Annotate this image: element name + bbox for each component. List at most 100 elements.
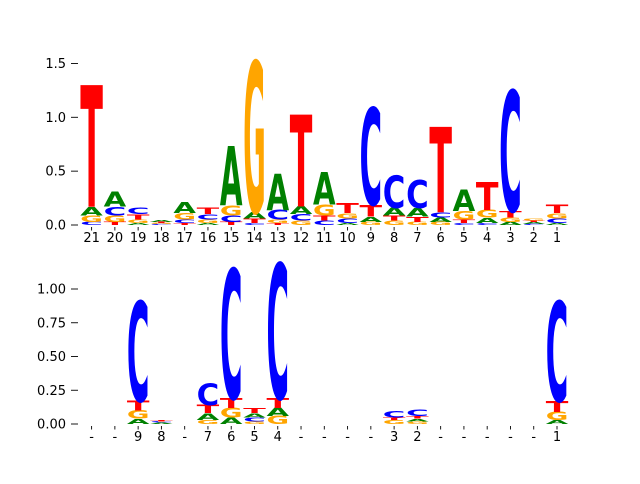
logo-letter-G: G — [197, 419, 220, 425]
logo-letter-G: G — [243, 21, 266, 261]
logo-letter-G: G — [383, 419, 406, 425]
y-tick-label: 1.0 — [45, 111, 66, 126]
logo-letter-A: A — [383, 206, 406, 218]
logo-letter-T: T — [313, 214, 336, 222]
logo-letter-G: G — [546, 410, 569, 423]
logo-letter-C: C — [266, 207, 289, 222]
logo-letter-T: T — [243, 407, 266, 415]
logo-letter-C: C — [336, 218, 359, 225]
logo-letter-A: A — [266, 406, 290, 419]
logo-letter-A: A — [522, 221, 546, 224]
logo-letter-A: A — [336, 222, 360, 225]
logo-letter-C: C — [499, 60, 522, 252]
logo-letter-T: T — [173, 222, 197, 225]
logo-letter-A: A — [243, 211, 266, 221]
logo-letter-A: A — [197, 412, 220, 422]
logo-letter-T: T — [336, 201, 359, 216]
x-tick-label: 7 — [413, 231, 421, 246]
x-tick-label: 8 — [157, 430, 165, 445]
logo-letter-A: A — [266, 163, 289, 222]
logo-letter-C: C — [383, 167, 406, 219]
logo-letter-G: G — [127, 219, 150, 224]
logo-letter-G: G — [104, 214, 127, 224]
logo-letter-T: T — [197, 207, 220, 217]
x-tick-label: - — [299, 430, 304, 445]
x-tick-label: 9 — [367, 231, 375, 246]
x-tick-label: 3 — [506, 231, 514, 246]
logo-letter-A: A — [453, 185, 476, 219]
logo-letter-A: A — [313, 164, 336, 216]
x-tick-label: 3 — [390, 430, 398, 445]
x-tick-label: 6 — [227, 430, 235, 445]
logo-letter-C: C — [429, 211, 452, 219]
logo-letter-C: C — [150, 224, 173, 226]
x-tick-label: 9 — [134, 430, 142, 445]
logo-letter-T: T — [546, 202, 570, 216]
logo-letter-A: A — [429, 217, 452, 224]
logo-letter-C: C — [243, 416, 266, 422]
logo-letter-G: G — [150, 223, 173, 225]
logo-letter-T: T — [290, 90, 313, 237]
x-tick-label: 5 — [250, 430, 258, 445]
x-tick-label: 1 — [553, 231, 561, 246]
logo-letter-G: G — [453, 209, 476, 223]
logo-letter-A: A — [127, 222, 151, 225]
x-tick-label: 21 — [83, 231, 100, 246]
x-tick-label: 19 — [130, 231, 147, 246]
logo-letter-A: A — [476, 216, 499, 224]
logo-letter-A: A — [150, 219, 174, 222]
logo-letter-C: C — [197, 213, 220, 221]
logo-letter-T: T — [266, 396, 289, 411]
logo-letter-G: G — [383, 220, 406, 227]
logo-letter-C: C — [127, 276, 150, 435]
logo-letter-G: G — [173, 212, 196, 222]
x-tick-label: 12 — [293, 231, 310, 246]
y-tick-label: 0.25 — [37, 384, 66, 399]
logo-letter-G: G — [522, 218, 545, 221]
logo-letter-G: G — [220, 203, 243, 218]
logo-letter-A: A — [220, 416, 243, 426]
x-tick-label: - — [531, 430, 536, 445]
logo-letter-T: T — [127, 399, 150, 414]
logo-letter-A: A — [499, 221, 522, 226]
logo-letter-G: G — [80, 214, 103, 224]
logo-letter-A: A — [360, 215, 383, 223]
logo-letter-T: T — [127, 213, 150, 221]
logo-letter-T: T — [150, 222, 174, 224]
logo-letter-A: A — [406, 418, 430, 422]
logo-letter-C: C — [406, 408, 429, 418]
logo-letter-C: C — [104, 204, 127, 218]
logo-letter-A: A — [127, 418, 150, 426]
logo-letter-G: G — [429, 221, 452, 226]
x-tick-label: 6 — [437, 231, 445, 246]
x-tick-label: 15 — [223, 231, 240, 246]
logo-letter-T: T — [476, 175, 499, 220]
x-tick-label: 2 — [413, 430, 421, 445]
y-tick-label: 0.00 — [37, 418, 66, 433]
logo-letter-G: G — [266, 219, 289, 224]
logo-letter-G: G — [313, 201, 336, 218]
logo-letter-C: C — [383, 409, 406, 419]
x-tick-label: - — [113, 430, 118, 445]
logo-letter-T: T — [243, 218, 266, 225]
logo-letter-A: A — [104, 188, 127, 212]
logo-letter-C: C — [266, 228, 289, 443]
logo-letter-G: G — [243, 421, 266, 425]
logo-letter-C: C — [546, 218, 569, 225]
logo-letter-T: T — [80, 54, 103, 247]
x-tick-label: 16 — [200, 231, 217, 246]
logo-letter-G: G — [197, 219, 220, 224]
logo-letter-T: T — [220, 221, 244, 226]
x-tick-label: 13 — [269, 231, 286, 246]
logo-letter-G: G — [406, 221, 429, 226]
y-tick-label: 0.0 — [45, 219, 66, 234]
logo-letter-C: C — [453, 222, 476, 225]
logo-letter-C: C — [290, 213, 313, 223]
x-tick-label: 14 — [246, 231, 263, 246]
x-tick-label: - — [345, 430, 350, 445]
logo-letter-G: G — [127, 408, 150, 421]
